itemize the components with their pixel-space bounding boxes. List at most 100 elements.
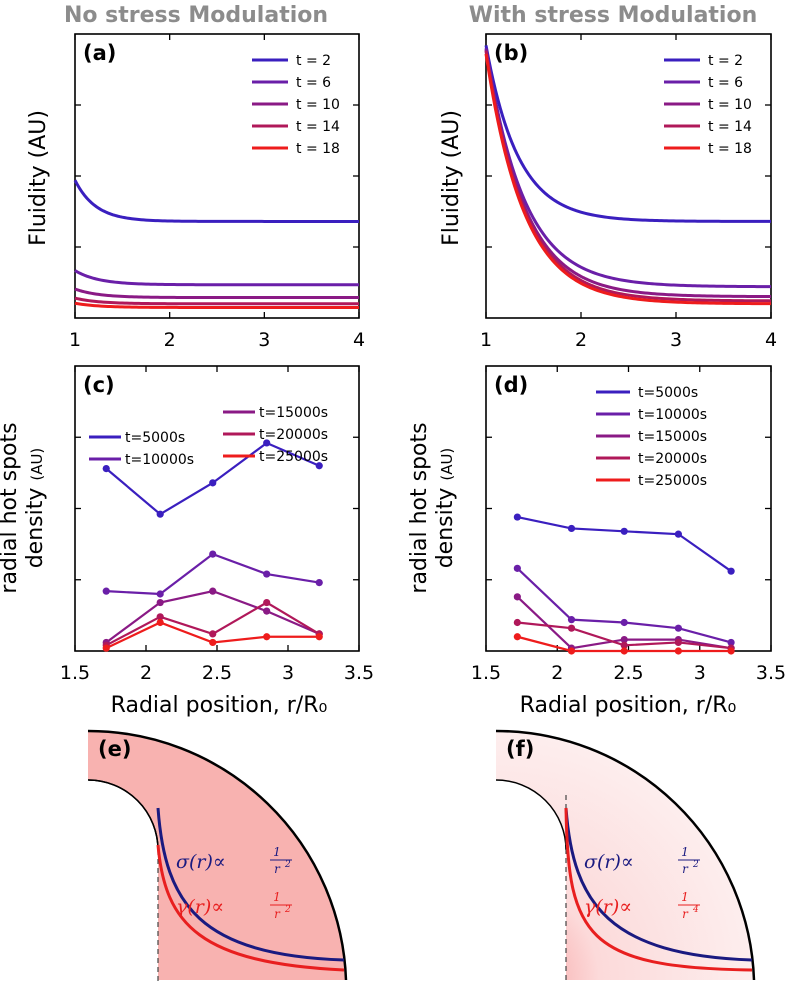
diagram-f-gamma-curve [564, 807, 753, 972]
panel-a-xtick-label: 2 [164, 329, 176, 351]
diagram-e-label: (e) [98, 737, 131, 761]
panel-d-data-point [674, 638, 682, 647]
panel-b-series-line [484, 45, 771, 223]
panel-c-data-point [263, 439, 271, 447]
panel-c-legend-label: t=25000s [259, 449, 328, 465]
panel-d-data-point [674, 530, 682, 538]
panel-c-data-point [263, 598, 271, 607]
panel-a-label: (a) [83, 41, 116, 65]
right-column-title: With stress Modulation [469, 3, 758, 28]
svg-text:r: r [274, 907, 281, 921]
panel-b-xtick-label: 4 [765, 329, 777, 351]
ylabel-line: radial hot spots [407, 422, 432, 593]
diagram-e-gamma-fraction: 1 r 2 [270, 890, 292, 921]
panel-d-series-line [516, 567, 732, 644]
panel-a-xtick-label: 1 [69, 329, 81, 351]
panel-a-legend-label: t = 14 [296, 119, 340, 135]
panel-c-xlabel: Radial position, r/R₀ [111, 693, 328, 718]
panel-b-legend-label: t = 18 [708, 141, 752, 157]
panel-b-series-line [484, 53, 772, 306]
panel-c-data-point [156, 613, 164, 621]
panel-d-xtick-label: 2 [551, 662, 563, 684]
panel-a-series-line [74, 287, 359, 300]
svg-text:r: r [682, 862, 689, 876]
diagram-f-label: (f) [506, 737, 534, 761]
svg-text:2: 2 [284, 905, 291, 915]
panel-c-data-point [263, 633, 271, 641]
diagram-e-sigma-curve [156, 807, 345, 962]
panel-c-data-point [209, 550, 217, 558]
panel-d-data-point [674, 624, 682, 632]
panel-d-data-point [513, 513, 521, 521]
panel-d-legend-label: t=15000s [638, 429, 707, 445]
diagram-e-sigma-formula: σ(r)∝ [176, 851, 226, 873]
panel-d-legend-label: t=10000s [638, 407, 707, 423]
panel-b-legend-label: t = 14 [708, 119, 752, 135]
panel-c-data-point [315, 633, 323, 641]
panel-c-data-point [102, 587, 110, 595]
panel-c-xtick-label: 2 [140, 662, 152, 684]
panel-b-legend-label: t = 10 [708, 97, 752, 113]
panel-d-chart: 1.5 2 2.5 3 3.5 t=5000s t=10000s t=15000s t=2000… [471, 365, 786, 684]
diagram-e: (e) σ(r)∝ 1 r 2 γ(r)∝ 1 r 2 [87, 729, 348, 982]
panel-b-chart: 1 2 3 4 t = 2 t = 6 t = 10 t = 14 t = 18 (b) [480, 33, 777, 351]
panel-d-ylabel: radial hot spots density (AU) [407, 422, 458, 593]
ylabel-line: density (AU) [433, 448, 458, 569]
panel-c-data-point [315, 462, 323, 470]
svg-text:1: 1 [681, 890, 689, 904]
panel-d-xlabel: Radial position, r/R₀ [520, 693, 737, 718]
panel-a-legend-label: t = 2 [296, 53, 331, 69]
panel-c-data-point [102, 465, 110, 473]
svg-text:r: r [274, 862, 281, 876]
panel-a-xtick-label: 3 [258, 329, 270, 351]
diagram-f-outer-arc [495, 729, 756, 981]
panel-d-series-line [517, 515, 732, 573]
panel-c-label: (c) [83, 373, 115, 397]
panel-c-data-point [156, 510, 164, 518]
panel-c-chart: 1.5 2 2.5 3 3.5 t=5000s t=10000s t=15000s t=2000… [60, 365, 374, 684]
panel-d-data-point [674, 647, 682, 655]
panel-d-legend-label: t=5000s [638, 385, 698, 401]
panel-c-legend-label: t=10000s [125, 452, 194, 468]
panel-c-xtick-label: 3.5 [344, 662, 374, 684]
panel-b-label: (b) [494, 41, 528, 65]
panel-d-data-point [727, 638, 735, 647]
panel-a-legend-label: t = 6 [296, 75, 331, 91]
panel-d-data-point [513, 633, 521, 641]
panel-d-xtick-label: 1.5 [471, 662, 501, 684]
panel-d-data-point [567, 616, 576, 624]
svg-text:1: 1 [273, 890, 281, 904]
panel-b-legend-label: t = 2 [708, 53, 743, 69]
panel-c-legend-label: t=20000s [259, 427, 328, 443]
panel-d-data-point [620, 647, 628, 655]
panel-b-xtick-label: 1 [480, 329, 492, 351]
panel-c-xtick-label: 2.5 [202, 662, 232, 684]
panel-c-data-point [263, 570, 271, 578]
svg-text:2: 2 [284, 860, 291, 870]
svg-text:2: 2 [692, 860, 699, 870]
diagram-f-gamma-fraction: 1 r 4 [678, 890, 700, 921]
diagram-f-gamma-formula: γ(r)∝ [584, 896, 632, 918]
panel-a-series-line [73, 179, 359, 223]
panel-a-series-line [74, 296, 359, 306]
diagram-f-sigma-formula: σ(r)∝ [584, 851, 634, 873]
panel-c-data-point [209, 630, 217, 638]
panel-d-data-point [727, 567, 735, 575]
panel-d-data-point [513, 618, 521, 627]
panel-b-xtick-label: 2 [575, 329, 587, 351]
panel-c-legend-label: t=15000s [259, 405, 328, 421]
panel-a-legend-label: t = 10 [296, 97, 340, 113]
svg-text:1: 1 [681, 845, 689, 859]
panel-b-legend-label: t = 6 [708, 75, 743, 91]
diagram-f-sigma-fraction: 1 r 2 [678, 845, 700, 876]
panel-c-data-point [263, 607, 271, 615]
panel-c-data-point [156, 618, 164, 627]
panel-c-data-point [315, 579, 323, 587]
panel-c-data-point [156, 598, 164, 607]
diagram-f-sigma-curve [564, 807, 753, 962]
diagram-f: (f) σ(r)∝ 1 r 2 γ(r)∝ 1 r 4 [495, 729, 756, 982]
diagram-f-inner-arc [495, 779, 567, 851]
panel-d-data-point [567, 524, 576, 533]
panel-d-data-point [567, 624, 576, 632]
